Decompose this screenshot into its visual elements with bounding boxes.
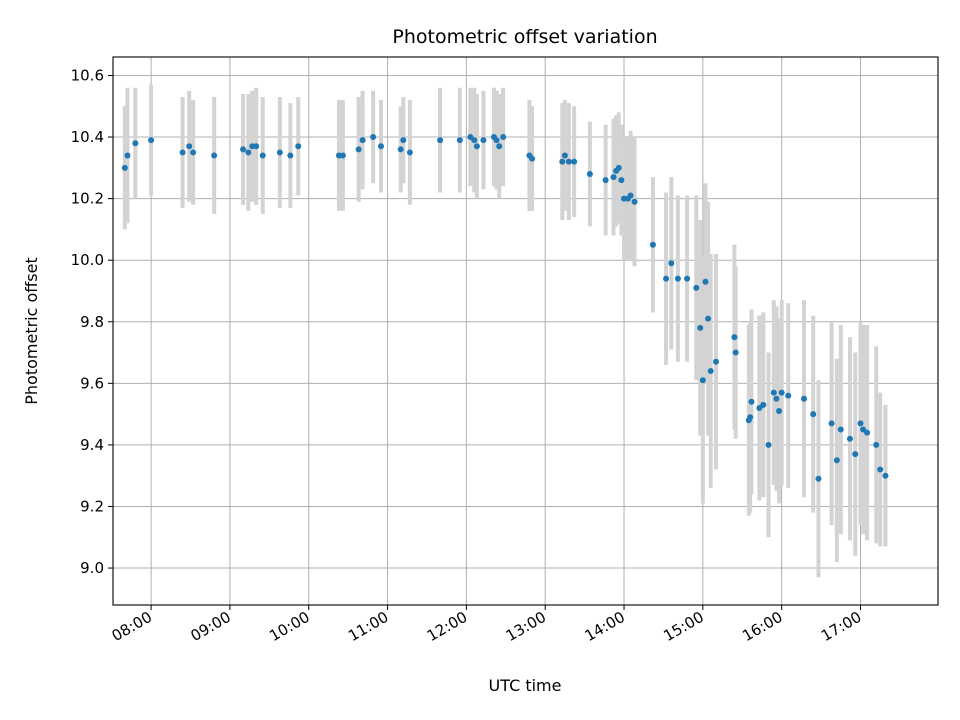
data-point	[406, 149, 413, 156]
data-point	[339, 152, 346, 159]
data-point	[400, 137, 407, 144]
y-tick-label: 9.6	[80, 374, 104, 392]
data-point	[731, 334, 738, 341]
data-point	[124, 152, 131, 159]
data-point	[747, 414, 754, 421]
x-axis-title: UTC time	[489, 676, 562, 695]
data-point	[211, 152, 218, 159]
data-point	[245, 149, 252, 156]
data-point	[882, 472, 889, 479]
data-point	[186, 143, 193, 150]
data-point	[697, 324, 704, 331]
data-point	[190, 149, 197, 156]
data-point	[833, 457, 840, 464]
data-point	[500, 134, 507, 141]
y-axis: 9.0 9.2 9.4 9.6 9.8 10.0 10.2 10.4 10.6	[71, 66, 113, 577]
y-tick-label: 9.0	[80, 559, 104, 577]
data-point	[693, 284, 700, 291]
data-point	[649, 241, 656, 248]
data-point	[699, 377, 706, 384]
data-point	[561, 152, 568, 159]
data-point	[276, 149, 283, 156]
y-tick-label: 10.0	[71, 251, 104, 269]
data-point	[496, 143, 503, 150]
data-point	[473, 143, 480, 150]
data-point	[615, 164, 622, 171]
y-tick-label: 10.4	[71, 128, 104, 146]
data-point	[760, 401, 767, 408]
data-point	[707, 368, 714, 375]
data-point	[846, 435, 853, 442]
data-point	[179, 149, 186, 156]
y-tick-label: 10.6	[71, 66, 104, 84]
data-point	[377, 143, 384, 150]
data-point	[837, 426, 844, 433]
data-point	[602, 177, 609, 184]
data-point	[627, 192, 634, 199]
data-point	[773, 395, 780, 402]
data-point	[148, 137, 155, 144]
chart-title: Photometric offset variation	[392, 26, 657, 48]
data-point	[456, 137, 463, 144]
plot-frame	[112, 56, 939, 606]
data-point	[864, 429, 871, 436]
data-point	[663, 275, 670, 282]
data-point	[586, 170, 593, 177]
y-tick-label: 9.4	[80, 436, 104, 454]
data-point	[240, 146, 247, 153]
data-point	[852, 451, 859, 458]
data-point	[121, 164, 128, 171]
data-point	[253, 143, 260, 150]
data-point	[493, 137, 500, 144]
data-point	[776, 408, 783, 415]
data-point	[810, 411, 817, 418]
data-points	[121, 134, 889, 482]
data-point	[765, 441, 772, 448]
data-point	[631, 198, 638, 205]
data-point	[873, 441, 880, 448]
data-point	[732, 349, 739, 356]
data-point	[828, 420, 835, 427]
data-point	[770, 389, 777, 396]
data-point	[857, 420, 864, 427]
data-point	[480, 137, 487, 144]
data-point	[674, 275, 681, 282]
y-tick-label: 9.2	[80, 497, 104, 515]
data-point	[668, 260, 675, 267]
data-point	[565, 158, 572, 165]
data-point	[705, 315, 712, 322]
data-point	[748, 398, 755, 405]
data-point	[287, 152, 294, 159]
data-point	[571, 158, 578, 165]
y-axis-title: Photometric offset	[22, 257, 41, 405]
data-point	[702, 278, 709, 285]
data-point	[259, 152, 266, 159]
data-point	[529, 155, 536, 162]
data-point	[132, 140, 139, 147]
data-point	[295, 143, 302, 150]
data-point	[684, 275, 691, 282]
y-tick-label: 9.8	[80, 313, 104, 331]
y-tick-label: 10.2	[71, 190, 104, 208]
data-point	[778, 389, 785, 396]
data-point	[355, 146, 362, 153]
data-point	[437, 137, 444, 144]
data-point	[712, 358, 719, 365]
data-point	[785, 392, 792, 399]
data-point	[370, 134, 377, 141]
data-point	[397, 146, 404, 153]
data-point	[610, 174, 617, 181]
data-point	[618, 177, 625, 184]
data-point	[471, 137, 478, 144]
data-point	[359, 137, 366, 144]
data-point	[815, 475, 822, 482]
data-point	[801, 395, 808, 402]
data-point	[877, 466, 884, 473]
data-point	[559, 158, 566, 165]
